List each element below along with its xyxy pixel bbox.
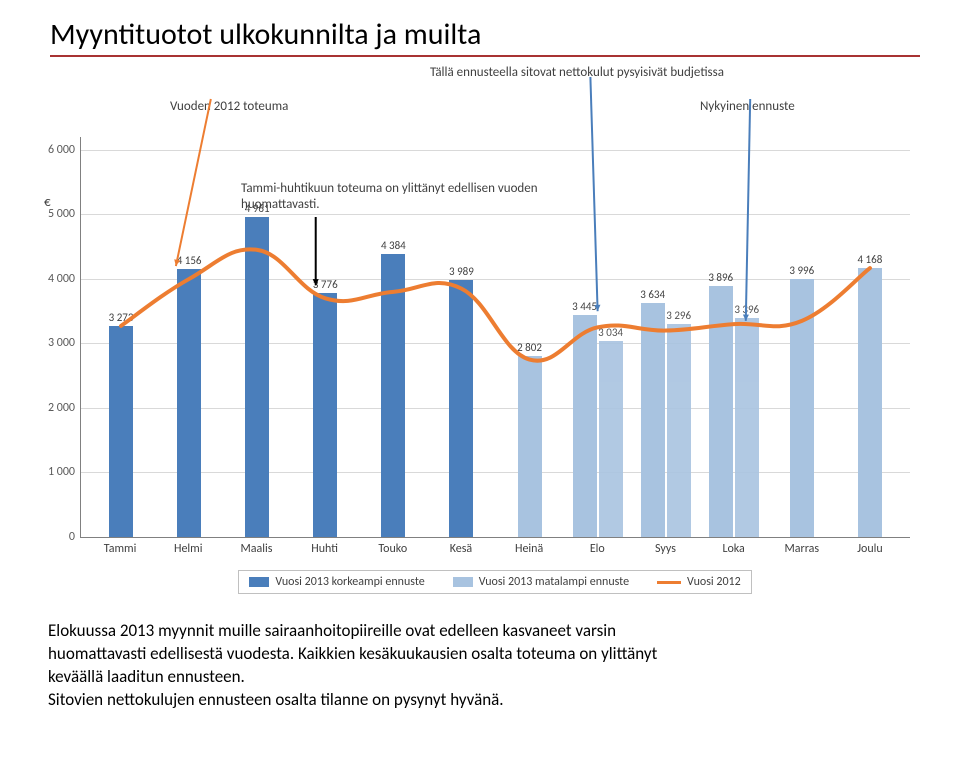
y-tick: 4 000 — [48, 272, 81, 286]
x-tick: Kesä — [427, 538, 495, 556]
legend-swatch-high — [249, 577, 269, 587]
slide: Myyntituotot ulkokunnilta ja muilta Täll… — [0, 0, 960, 764]
bar-value-label: 3 273 — [109, 311, 134, 324]
bar-low-alt: 3 396 — [735, 318, 759, 537]
legend-swatch-low — [453, 577, 473, 587]
bar-low: 3 445 — [573, 315, 597, 537]
y-tick: 1 000 — [48, 465, 81, 479]
legend-item-high: Vuosi 2013 korkeampi ennuste — [249, 575, 424, 589]
bar-group: 3 989 — [427, 280, 495, 537]
x-tick: Loka — [700, 538, 768, 556]
caption-text: Elokuussa 2013 myynnit muille sairaanhoi… — [40, 620, 920, 712]
legend-item-line: Vuosi 2012 — [657, 575, 741, 589]
bar-group: 3 8963 396 — [700, 286, 768, 537]
y-tick: 3 000 — [48, 336, 81, 350]
bar-value-label: 3 445 — [572, 300, 597, 313]
bar-value-label: 3 034 — [598, 326, 623, 339]
y-tick: 2 000 — [48, 401, 81, 415]
bar-group: 2 802 — [495, 356, 563, 537]
bar-high: 4 156 — [177, 269, 201, 537]
bar-high: 3 776 — [313, 293, 337, 537]
bar-value-label: 4 156 — [177, 254, 202, 267]
bar-group: 3 996 — [768, 279, 836, 537]
legend-item-low: Vuosi 2013 matalampi ennuste — [453, 575, 629, 589]
bar-high: 3 989 — [449, 280, 473, 537]
bar-high: 4 384 — [381, 254, 405, 537]
bar-value-label: 3 634 — [640, 288, 665, 301]
x-tick: Huhti — [291, 538, 359, 556]
bar-low: 2 802 — [518, 356, 542, 537]
y-tick: 6 000 — [48, 143, 81, 157]
bar-value-label: 4 384 — [381, 239, 406, 252]
y-tick: 5 000 — [48, 207, 81, 221]
bar-low: 3 896 — [709, 286, 733, 537]
x-tick: Maalis — [222, 538, 290, 556]
title-underline — [50, 55, 920, 57]
bar-value-label: 2 802 — [517, 341, 542, 354]
bar-value-label: 3 896 — [708, 271, 733, 284]
x-tick: Touko — [359, 538, 427, 556]
bar-group: 3 4453 034 — [564, 315, 632, 537]
bar-value-label: 3 989 — [449, 265, 474, 278]
bar-group: 3 273 — [87, 326, 155, 537]
x-tick: Elo — [563, 538, 631, 556]
annotation-area: Tällä ennusteella sitovat nettokulut pys… — [40, 65, 920, 137]
page-title: Myyntituotot ulkokunnilta ja muilta — [40, 16, 920, 53]
bar-groups: 3 273 4 156 4 961 3 776 4 384 3 989 2 802 3 445… — [81, 137, 910, 537]
x-tick: Tammi — [86, 538, 154, 556]
bar-group: 4 168 — [836, 268, 904, 537]
bar-low-alt: 3 034 — [599, 341, 623, 537]
bar-low: 3 634 — [641, 303, 665, 537]
x-tick: Joulu — [836, 538, 904, 556]
bar-value-label: 3 296 — [666, 309, 691, 322]
bar-group: 4 384 — [359, 254, 427, 537]
bar-value-label: 4 961 — [245, 202, 270, 215]
bar-high: 4 961 — [245, 217, 269, 537]
plot-area: 01 0002 0003 0004 0005 0006 000 Tammi-hu… — [80, 137, 910, 538]
x-tick: Helmi — [154, 538, 222, 556]
bar-group: 3 6343 296 — [632, 303, 700, 537]
annotation-budget: Tällä ennusteella sitovat nettokulut pys… — [430, 65, 724, 81]
bar-group: 4 961 — [223, 217, 291, 537]
bar-value-label: 3 396 — [734, 303, 759, 316]
x-tick: Heinä — [495, 538, 563, 556]
chart: € 01 0002 0003 0004 0005 0006 000 Tammi-… — [80, 137, 910, 594]
legend: Vuosi 2013 korkeampi ennuste Vuosi 2013 … — [238, 570, 751, 594]
bar-value-label: 3 776 — [313, 278, 338, 291]
x-axis-labels: TammiHelmiMaalisHuhtiToukoKesäHeinäEloSy… — [80, 538, 910, 556]
annotation-2012: Vuoden 2012 toteuma — [170, 99, 288, 115]
y-tick: 0 — [69, 530, 81, 544]
bar-high: 3 273 — [109, 326, 133, 537]
bar-low: 4 168 — [858, 268, 882, 537]
legend-swatch-line — [657, 581, 681, 584]
bar-low-alt: 3 296 — [667, 324, 691, 537]
bar-low: 3 996 — [790, 279, 814, 537]
x-tick: Syys — [631, 538, 699, 556]
bar-value-label: 4 168 — [857, 253, 882, 266]
bar-group: 3 776 — [291, 293, 359, 537]
bar-value-label: 3 996 — [789, 264, 814, 277]
annotation-current: Nykyinen ennuste — [700, 99, 795, 115]
bar-group: 4 156 — [155, 269, 223, 537]
x-tick: Marras — [768, 538, 836, 556]
